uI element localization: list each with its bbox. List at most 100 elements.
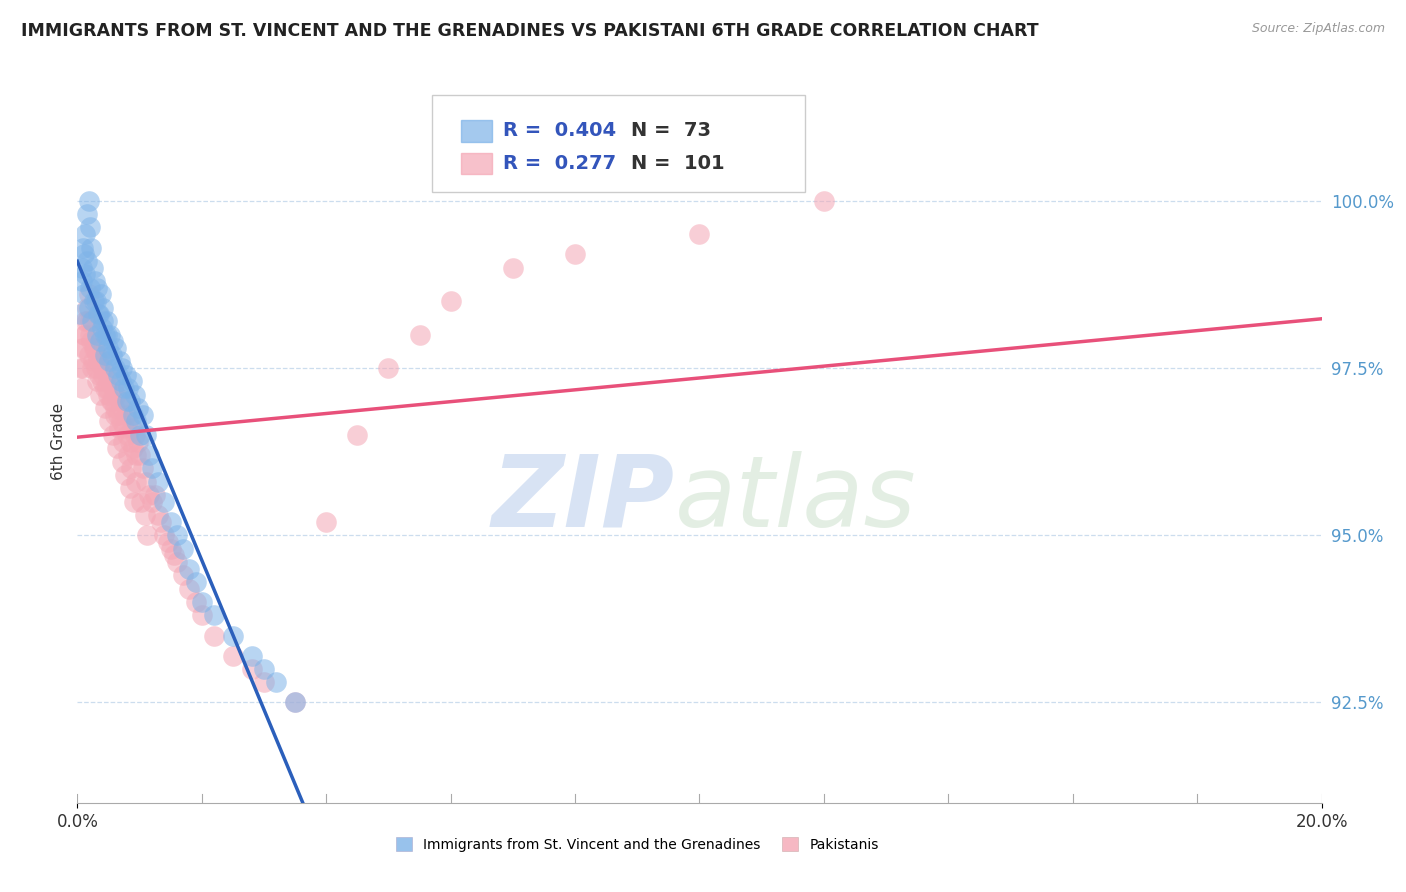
Point <box>117 414 139 428</box>
Point <box>115 427 138 442</box>
Point <box>564 247 586 261</box>
Point <box>80 334 103 348</box>
Point <box>73 314 96 328</box>
Point <box>121 374 143 388</box>
Point <box>112 434 135 449</box>
Point <box>120 461 142 475</box>
Point <box>110 454 132 468</box>
Point <box>128 427 150 442</box>
Point <box>87 368 110 382</box>
Text: N =  101: N = 101 <box>631 153 724 173</box>
Point <box>87 308 110 322</box>
Point <box>94 327 117 342</box>
Point <box>502 260 524 275</box>
Point <box>117 381 139 395</box>
Point <box>191 595 214 609</box>
Point <box>72 247 94 261</box>
Point <box>131 408 153 422</box>
Point <box>184 574 207 589</box>
Point <box>117 448 139 462</box>
Point <box>127 434 149 449</box>
Legend: Immigrants from St. Vincent and the Grenadines, Pakistanis: Immigrants from St. Vincent and the Gren… <box>389 831 884 857</box>
Point <box>90 287 112 301</box>
Point <box>100 394 122 409</box>
Point <box>103 381 125 395</box>
Point <box>143 488 166 502</box>
Point <box>75 327 97 342</box>
FancyBboxPatch shape <box>461 120 492 142</box>
Point <box>72 274 94 288</box>
Point <box>129 494 152 508</box>
Point <box>253 662 276 676</box>
Point <box>70 260 93 275</box>
Point <box>77 287 100 301</box>
Point <box>93 401 115 415</box>
Point <box>76 207 98 221</box>
Point <box>90 354 112 368</box>
Point <box>96 368 118 382</box>
Point <box>98 354 121 368</box>
Point <box>91 368 114 382</box>
Point <box>73 227 96 241</box>
Point <box>70 381 93 395</box>
Point <box>166 555 188 569</box>
Text: Source: ZipAtlas.com: Source: ZipAtlas.com <box>1251 22 1385 36</box>
Point <box>82 360 104 375</box>
Point <box>439 293 461 308</box>
Point <box>103 334 125 348</box>
Point <box>813 194 835 208</box>
Point <box>83 293 105 308</box>
Point <box>108 421 131 435</box>
Point <box>110 374 132 388</box>
Point <box>89 387 111 401</box>
Point <box>122 408 145 422</box>
Point <box>266 675 288 690</box>
Point <box>97 341 120 355</box>
Point <box>83 341 105 355</box>
Text: IMMIGRANTS FROM ST. VINCENT AND THE GRENADINES VS PAKISTANI 6TH GRADE CORRELATIO: IMMIGRANTS FROM ST. VINCENT AND THE GREN… <box>21 22 1039 40</box>
Point <box>79 327 101 342</box>
Point <box>122 441 145 455</box>
Point <box>141 461 163 475</box>
Point <box>86 347 108 361</box>
Point <box>104 387 127 401</box>
Point <box>104 341 127 355</box>
Point <box>136 528 159 542</box>
Point <box>104 360 127 375</box>
Point <box>111 360 134 375</box>
Point <box>98 374 121 388</box>
Point <box>76 301 98 315</box>
Point <box>122 494 145 508</box>
Point <box>184 595 207 609</box>
Point <box>377 360 399 375</box>
Point <box>120 434 142 449</box>
Point <box>148 508 170 523</box>
Point <box>202 608 225 623</box>
Point <box>105 441 128 455</box>
Point <box>125 475 148 489</box>
Point <box>125 414 148 428</box>
Point <box>689 227 711 241</box>
Point <box>118 481 141 495</box>
Point <box>91 314 114 328</box>
Point <box>72 240 94 254</box>
Point <box>73 341 96 355</box>
Point <box>79 220 101 235</box>
Point <box>222 629 245 643</box>
Point <box>121 421 143 435</box>
Point <box>150 515 173 529</box>
Point <box>159 541 181 556</box>
Text: ZIP: ZIP <box>492 450 675 548</box>
Point <box>80 240 103 254</box>
Point <box>100 394 122 409</box>
Point <box>120 394 142 409</box>
Point <box>115 408 138 422</box>
Point <box>91 374 114 388</box>
FancyBboxPatch shape <box>461 153 492 174</box>
Point <box>112 421 135 435</box>
Point <box>111 401 134 415</box>
Point <box>79 280 101 294</box>
Point <box>98 414 121 428</box>
Point <box>83 341 105 355</box>
FancyBboxPatch shape <box>432 95 806 193</box>
